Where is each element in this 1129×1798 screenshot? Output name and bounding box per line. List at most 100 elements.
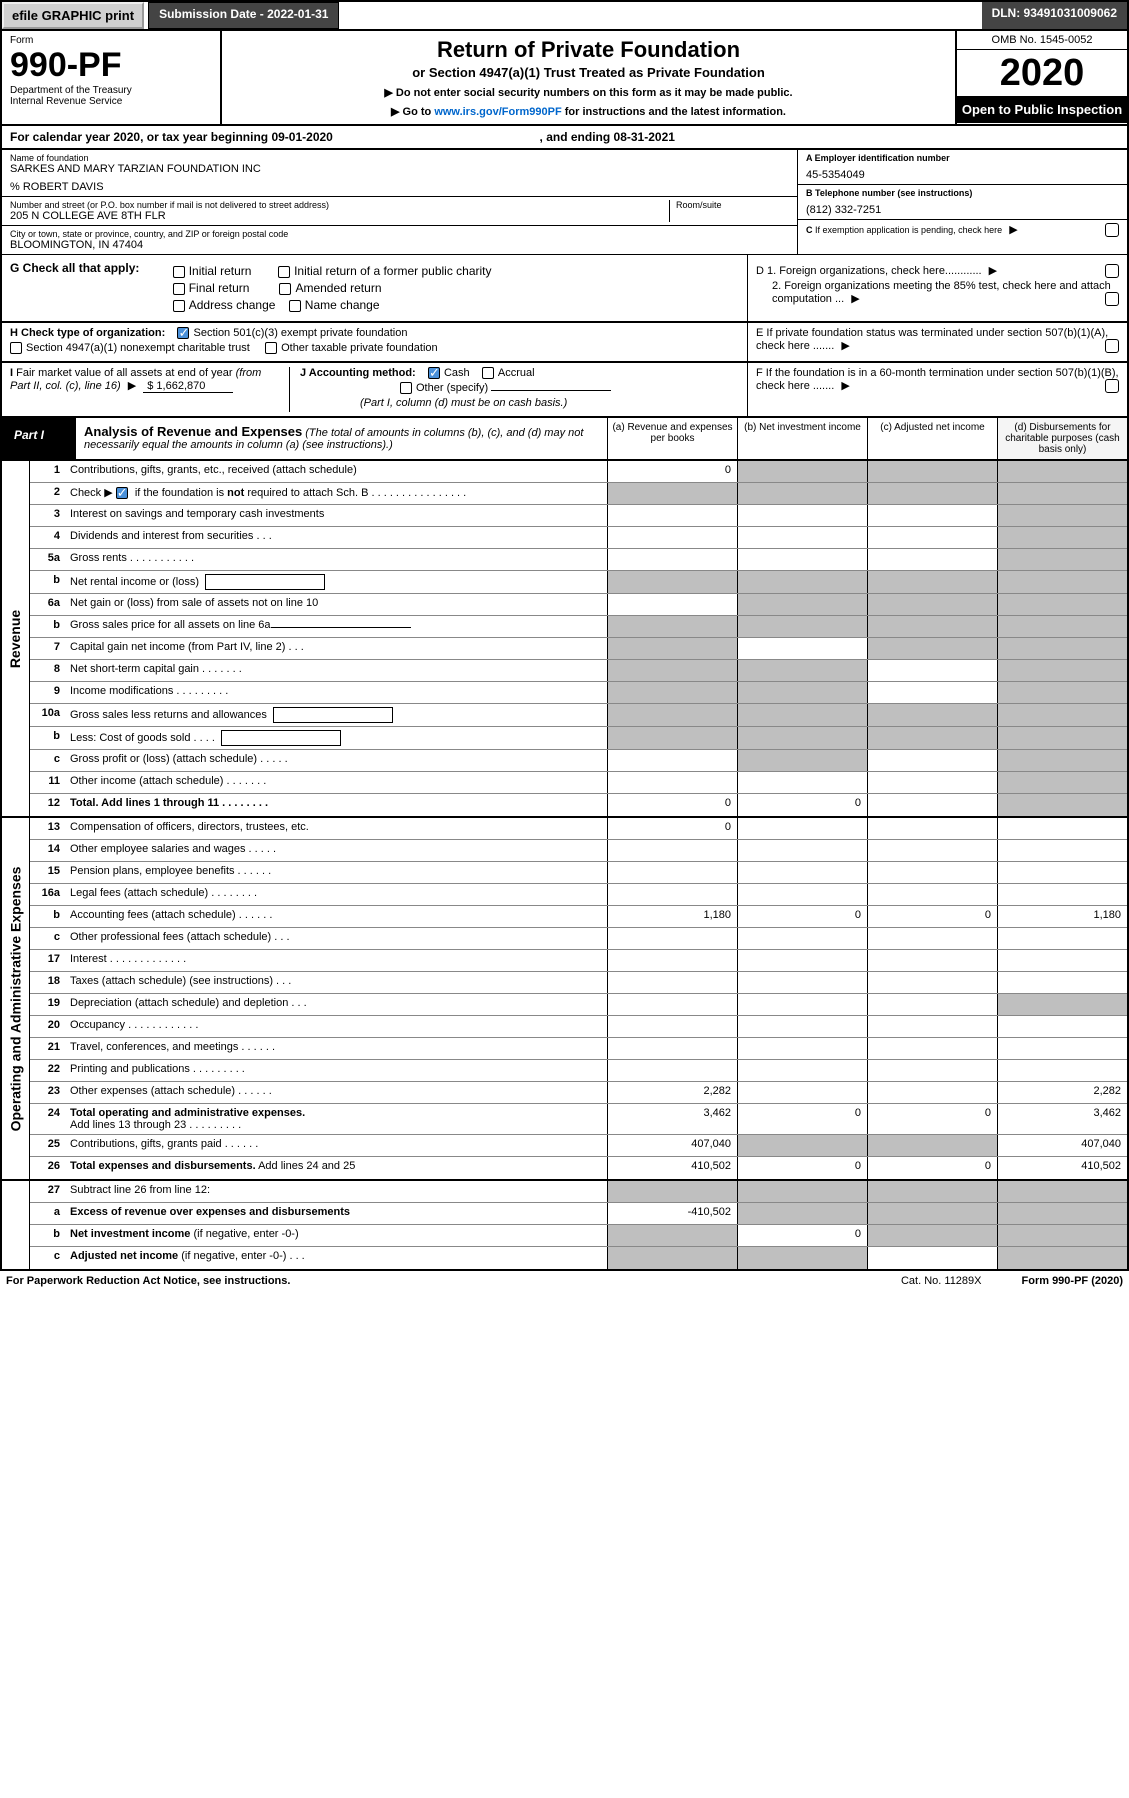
arrow-icon: ▶	[851, 292, 859, 305]
line-desc: Gross sales price for all assets on line…	[66, 616, 607, 637]
line-number: 19	[30, 994, 66, 1015]
line-number: 5a	[30, 549, 66, 570]
col-a-value	[607, 772, 737, 793]
col-c-value	[867, 772, 997, 793]
line-desc: Income modifications . . . . . . . . .	[66, 682, 607, 703]
other-method-checkbox[interactable]	[400, 382, 412, 394]
care-of: % ROBERT DAVIS	[10, 181, 789, 193]
goto-line: ▶ Go to www.irs.gov/Form990PF for instru…	[232, 105, 945, 118]
col-a-shaded	[607, 682, 737, 703]
col-c-value: 0	[867, 906, 997, 927]
line-desc: Other income (attach schedule) . . . . .…	[66, 772, 607, 793]
ssn-warning: ▶ Do not enter social security numbers o…	[232, 86, 945, 99]
line-desc: Legal fees (attach schedule) . . . . . .…	[66, 884, 607, 905]
j-other: Other (specify)	[416, 382, 488, 394]
line-number: b	[30, 906, 66, 927]
ein-value: 45-5354049	[806, 169, 1119, 181]
col-d-shaded	[997, 616, 1127, 637]
col-d-shaded	[997, 1203, 1127, 1224]
col-c-header: (c) Adjusted net income	[867, 418, 997, 459]
col-d-shaded	[997, 549, 1127, 570]
tax-year-end: 08-31-2021	[614, 130, 675, 144]
f-checkbox[interactable]	[1105, 379, 1119, 393]
goto-pre: ▶ Go to	[391, 106, 434, 118]
col-d-value	[997, 972, 1127, 993]
city-row: City or town, state or province, country…	[2, 226, 797, 254]
calendar-year-row: For calendar year 2020, or tax year begi…	[0, 126, 1129, 150]
line-desc: Printing and publications . . . . . . . …	[66, 1060, 607, 1081]
col-b-shaded	[737, 682, 867, 703]
section-e: E If private foundation status was termi…	[747, 323, 1127, 361]
amended-return-checkbox[interactable]	[279, 283, 291, 295]
col-c-shaded	[867, 704, 997, 726]
col-a-shaded	[607, 616, 737, 637]
col-b-shaded	[737, 704, 867, 726]
col-d-shaded	[997, 727, 1127, 749]
col-b-shaded	[737, 660, 867, 681]
col-a-value	[607, 750, 737, 771]
paperwork-notice: For Paperwork Reduction Act Notice, see …	[6, 1275, 290, 1287]
line-number: 11	[30, 772, 66, 793]
col-c-shaded	[867, 483, 997, 504]
col-d-value: 410,502	[997, 1157, 1127, 1179]
name-change-checkbox[interactable]	[289, 300, 301, 312]
line-9: 9 Income modifications . . . . . . . . .	[30, 682, 1127, 704]
4947a1-checkbox[interactable]	[10, 342, 22, 354]
col-b-shaded	[737, 1135, 867, 1156]
col-b-value: 0	[737, 794, 867, 816]
final-return-checkbox[interactable]	[173, 283, 185, 295]
exemption-pending-row: C If exemption application is pending, c…	[798, 220, 1127, 239]
efile-print-button[interactable]: efile GRAPHIC print	[2, 2, 144, 29]
tel-label: B Telephone number (see instructions)	[806, 188, 1119, 198]
col-b-value	[737, 972, 867, 993]
e-checkbox[interactable]	[1105, 339, 1119, 353]
501c3-checkbox[interactable]	[177, 327, 189, 339]
col-b-value	[737, 1016, 867, 1037]
col-b-value	[737, 994, 867, 1015]
sch-b-not-required-checkbox[interactable]	[116, 487, 128, 499]
col-b-shaded	[737, 461, 867, 482]
accrual-checkbox[interactable]	[482, 367, 494, 379]
col-c-value	[867, 950, 997, 971]
exemption-checkbox[interactable]	[1105, 223, 1119, 237]
col-c-shaded	[867, 1181, 997, 1202]
col-c-value	[867, 660, 997, 681]
col-b-value	[737, 862, 867, 883]
omb-number: OMB No. 1545-0052	[957, 31, 1127, 50]
col-a-shaded	[607, 483, 737, 504]
arrow-icon: ▶	[841, 379, 849, 392]
line-number: 1	[30, 461, 66, 482]
g-opt4: Amended return	[295, 281, 381, 295]
col-b-value	[737, 1060, 867, 1081]
col-c-value	[867, 818, 997, 839]
address-change-checkbox[interactable]	[173, 300, 185, 312]
col-c-shaded	[867, 571, 997, 593]
col-a-value: 0	[607, 794, 737, 816]
form990pf-link[interactable]: www.irs.gov/Form990PF	[434, 106, 561, 118]
col-a-value: 0	[607, 818, 737, 839]
initial-return-checkbox[interactable]	[173, 266, 185, 278]
cash-checkbox[interactable]	[428, 367, 440, 379]
inline-underline	[271, 627, 411, 628]
initial-return-former-checkbox[interactable]	[278, 266, 290, 278]
other-taxable-checkbox[interactable]	[265, 342, 277, 354]
l2-dots: . . . . . . . . . . . . . . . .	[371, 487, 466, 499]
line-desc: Depreciation (attach schedule) and deple…	[66, 994, 607, 1015]
header-left: Form 990-PF Department of the Treasury I…	[2, 31, 222, 124]
col-a-shaded	[607, 638, 737, 659]
line-22: 22 Printing and publications . . . . . .…	[30, 1060, 1127, 1082]
tax-year-begin: 09-01-2020	[271, 130, 332, 144]
part1-label: Part I	[2, 418, 76, 459]
col-b-value	[737, 772, 867, 793]
col-a-value: -410,502	[607, 1203, 737, 1224]
d2-checkbox[interactable]	[1105, 292, 1119, 306]
revenue-section: Revenue 1 Contributions, gifts, grants, …	[0, 461, 1129, 818]
h-label: H Check type of organization:	[10, 327, 165, 339]
col-d-shaded	[997, 794, 1127, 816]
line-19: 19 Depreciation (attach schedule) and de…	[30, 994, 1127, 1016]
col-c-shaded	[867, 1203, 997, 1224]
d1-checkbox[interactable]	[1105, 264, 1119, 278]
col-c-value	[867, 840, 997, 861]
form-title: Return of Private Foundation	[232, 37, 945, 63]
col-d-shaded	[997, 1225, 1127, 1246]
